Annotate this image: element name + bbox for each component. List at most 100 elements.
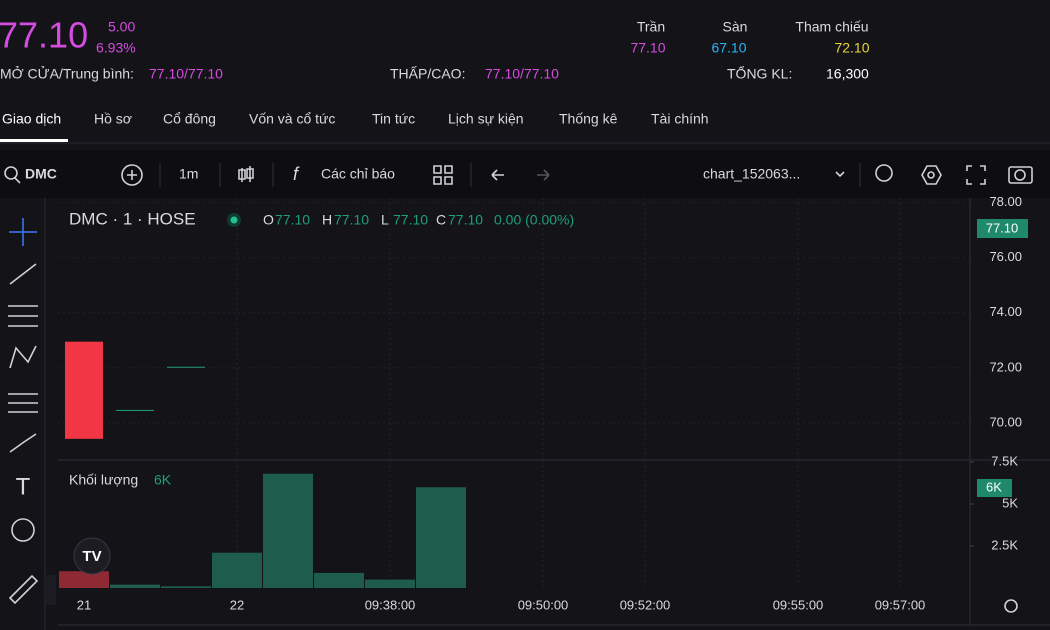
x-tick-label: 22 [230,597,244,612]
fullscreen-icon[interactable] [966,165,986,185]
crosshair-tool[interactable] [9,218,37,246]
tv-logo[interactable] [73,537,111,575]
settings-icon [927,171,935,179]
legend-c: C [436,212,446,228]
volume-bar [314,572,364,588]
tab[interactable]: Thống kê [559,111,618,127]
y-tick-label: 72.00 [989,359,1022,374]
symbol[interactable]: DMC [25,166,57,182]
add-icon [127,170,137,180]
legend-o-val: 77.10 [275,212,310,228]
tab[interactable]: Tài chính [651,111,709,127]
camera-icon[interactable] [1008,166,1033,184]
last-price-tag [977,219,1028,238]
line-tool[interactable] [9,263,37,285]
price: 77.10 [0,15,88,56]
tab[interactable]: Tin tức [372,111,415,127]
emoji-tool[interactable] [11,518,35,542]
legend-change: 0.00 (0.00%) [494,212,574,228]
tab[interactable]: Vốn và cổ tức [249,111,335,127]
y-tick-label: 74.00 [989,304,1022,319]
volume-bar [212,552,262,588]
volume-bar [365,579,415,588]
interval[interactable]: 1m [179,166,198,182]
search-icon[interactable] [4,166,18,180]
y-tick-label: 78.00 [989,194,1022,209]
open-avg-label: MỞ CỬA/Trung bình: [0,65,134,82]
search-icon [14,177,21,184]
total-vol: 16,300 [826,66,869,82]
alert-icon[interactable] [875,164,893,182]
volume-bar [161,586,211,588]
undo-icon[interactable] [491,169,504,181]
volume-bar [110,584,160,588]
floor-label: Sàn [723,19,748,35]
plot: 21 22 09:38:00 09:50:00 09:52:00 09:55:00 09:5… [58,194,1022,612]
legend-l-val: 77.10 [393,212,428,228]
y-tick-label: 70.00 [989,414,1022,429]
legend-c-val: 77.10 [448,212,483,228]
axis-settings[interactable] [1004,599,1018,613]
add-icon[interactable] [121,164,143,186]
volume-tag-label: 6K [986,479,1002,494]
tab-underline [0,139,68,142]
text-tool[interactable]: T [16,473,31,500]
candle-body [65,341,103,439]
candle-body [167,366,205,368]
y-tick-label: 2.5K [991,537,1018,552]
x-tick-label: 09:38:00 [365,597,416,612]
status-dot [230,216,238,224]
collapse-button[interactable] [46,575,56,605]
x-tick-label: 21 [77,597,91,612]
x-tick-label: 09:55:00 [773,597,824,612]
x-tick-label: 09:57:00 [875,597,926,612]
volume-tag [977,479,1012,497]
volume-last: 6K [154,472,172,488]
ref: 72.10 [834,40,869,56]
volume-bar [416,487,466,588]
indicators[interactable]: Các chỉ báo [321,166,395,182]
low-high-label: THẤP/CAO: [390,66,465,82]
y-tick-label: 5K [1002,495,1018,510]
camera-icon [1014,169,1026,181]
tab[interactable]: Lịch sự kiện [448,111,524,127]
change-pct: 6.93% [96,40,136,56]
tab[interactable]: Cổ đông [163,111,216,127]
tv-logo-text: TV [82,548,101,565]
legend-h-val: 77.10 [334,212,369,228]
ruler-tool[interactable] [8,574,39,605]
forecast-tool[interactable] [8,393,38,413]
last-price: 77.10 [986,220,1019,235]
chart-name[interactable]: chart_152063... [703,166,800,182]
brush-tool[interactable] [9,433,37,453]
legend-l: L [381,212,389,228]
low-high: 77.10/77.10 [485,66,559,82]
redo-icon[interactable] [537,169,550,181]
ceiling-label: Trần [637,19,665,35]
legend-o: O [263,212,274,228]
tabs: Giao dịch Hồ sơ Cổ đông Vốn và cổ tức Tin tứ… [0,111,709,142]
ceiling: 77.10 [630,40,665,56]
pattern-tool[interactable] [9,345,37,369]
legend-symbol: DMC · 1 · HOSE [69,209,196,228]
tab[interactable]: Giao dịch [2,111,61,127]
tab[interactable]: Hồ sơ [94,111,132,127]
floor: 67.10 [711,40,746,56]
y-tick-label: 76.00 [989,249,1022,264]
candle-icon[interactable] [238,166,254,182]
settings-icon[interactable] [921,165,942,185]
layout-icon[interactable] [433,165,453,185]
toolbar [0,150,1050,198]
fib-tool[interactable] [8,305,38,327]
volume-bar [59,571,109,588]
total-vol-label: TỔNG KL: [727,65,792,82]
chevron[interactable] [835,171,845,178]
candle-body [116,409,154,411]
change: 5.00 [108,19,135,35]
fx-icon[interactable]: f [293,164,300,184]
x-tick-label: 09:52:00 [620,597,671,612]
x-tick-label: 09:50:00 [518,597,569,612]
open-avg: 77.10/77.10 [149,66,223,82]
